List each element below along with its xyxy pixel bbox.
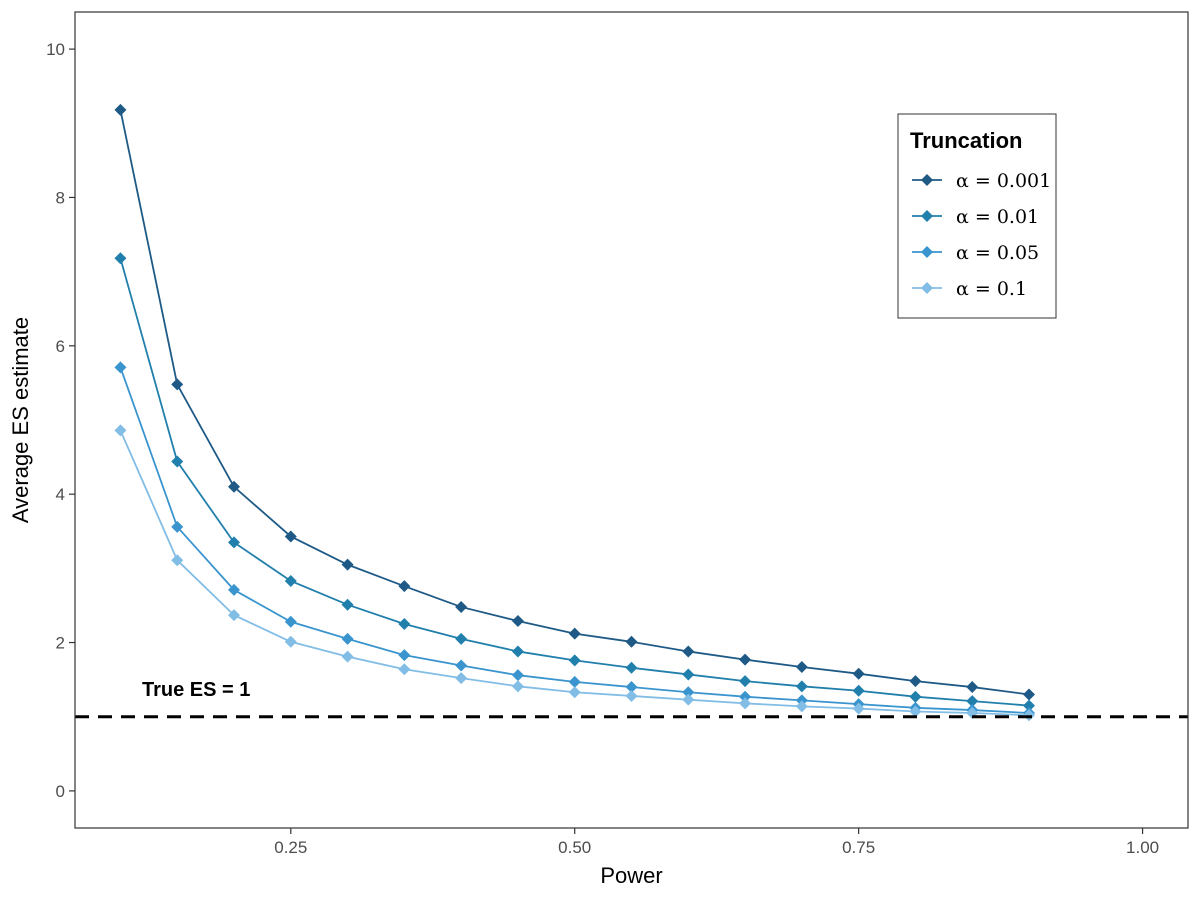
x-tick-label: 0.25	[274, 838, 307, 857]
data-point	[398, 618, 411, 630]
reference-line-label: True ES = 1	[142, 679, 250, 701]
x-tick-label: 1.00	[1126, 838, 1159, 857]
data-point	[341, 650, 354, 663]
plot-panel-border	[74, 11, 1189, 829]
data-point	[682, 686, 695, 699]
data-point	[966, 695, 979, 708]
data-point	[398, 649, 411, 662]
legend-items: α = 0.001 α = 0.01 α = 0.05 α = 0.1	[912, 170, 1051, 300]
legend-label: α = 0.05	[956, 242, 1039, 264]
data-point	[852, 702, 865, 715]
data-point	[114, 361, 127, 374]
data-point	[171, 455, 184, 468]
data-point	[228, 609, 240, 622]
legend-label: α = 0.001	[956, 170, 1051, 192]
legend-key-marker	[921, 210, 933, 222]
data-point	[284, 615, 297, 628]
data-point	[171, 378, 184, 391]
data-point	[284, 574, 297, 587]
data-point	[739, 697, 752, 710]
data-point	[341, 598, 354, 611]
data-point	[625, 661, 638, 674]
data-point	[114, 252, 127, 265]
x-axis-title: Power	[600, 863, 662, 888]
data-point	[511, 680, 524, 693]
x-tick-label: 0.75	[842, 838, 875, 857]
y-tick-label: 8	[56, 188, 65, 207]
data-point	[568, 675, 581, 688]
data-point	[511, 669, 524, 682]
y-tick-label: 10	[46, 40, 65, 59]
data-point	[909, 690, 922, 703]
data-point	[852, 667, 865, 680]
data-point	[739, 690, 752, 703]
data-point	[625, 635, 638, 648]
y-tick-label: 2	[56, 634, 65, 653]
data-point	[739, 653, 752, 666]
data-point	[1023, 699, 1035, 712]
legend-key-marker	[921, 282, 933, 294]
data-point	[795, 700, 808, 713]
data-point	[455, 672, 468, 685]
legend-label: α = 0.1	[956, 278, 1027, 300]
data-point	[511, 615, 524, 628]
data-point	[966, 681, 979, 694]
data-point	[682, 645, 695, 658]
y-tick-label: 6	[56, 337, 65, 356]
y-axis-title: Average ES estimate	[8, 317, 33, 523]
data-point	[455, 600, 468, 613]
data-point	[341, 632, 354, 645]
data-point	[568, 654, 581, 667]
data-point	[228, 480, 240, 493]
data-point	[171, 520, 184, 533]
data-point	[625, 689, 638, 702]
data-point	[511, 645, 524, 658]
data-point	[455, 632, 468, 645]
data-point	[568, 627, 581, 640]
y-tick-label: 0	[56, 782, 65, 801]
data-point	[682, 668, 695, 681]
data-point	[284, 635, 297, 648]
legend-title: Truncation	[910, 128, 1022, 153]
axes-layer: 0.25 0.50 0.75 1.00 0 2 4 6 8 10	[46, 40, 1159, 857]
data-point	[682, 693, 695, 706]
data-point	[114, 424, 127, 437]
data-point	[568, 686, 581, 699]
legend-key-marker	[921, 246, 933, 258]
data-point	[398, 663, 411, 676]
data-point	[228, 583, 240, 596]
data-point	[114, 103, 127, 116]
data-point	[171, 554, 184, 567]
legend-label: α = 0.01	[956, 206, 1039, 228]
data-point	[739, 675, 752, 688]
marks-layer	[75, 103, 1188, 722]
data-point	[455, 659, 468, 672]
data-point	[1023, 688, 1035, 701]
data-point	[909, 705, 922, 718]
x-tick-label: 0.50	[558, 838, 591, 857]
data-point	[852, 684, 865, 697]
data-point	[625, 681, 638, 694]
data-point	[795, 680, 808, 693]
data-point	[909, 675, 922, 688]
data-point	[341, 558, 354, 571]
data-point	[795, 661, 808, 674]
data-point	[398, 580, 411, 593]
data-point	[284, 530, 297, 543]
legend-key-marker	[921, 174, 933, 186]
data-point	[228, 536, 240, 549]
y-tick-label: 4	[56, 485, 65, 504]
